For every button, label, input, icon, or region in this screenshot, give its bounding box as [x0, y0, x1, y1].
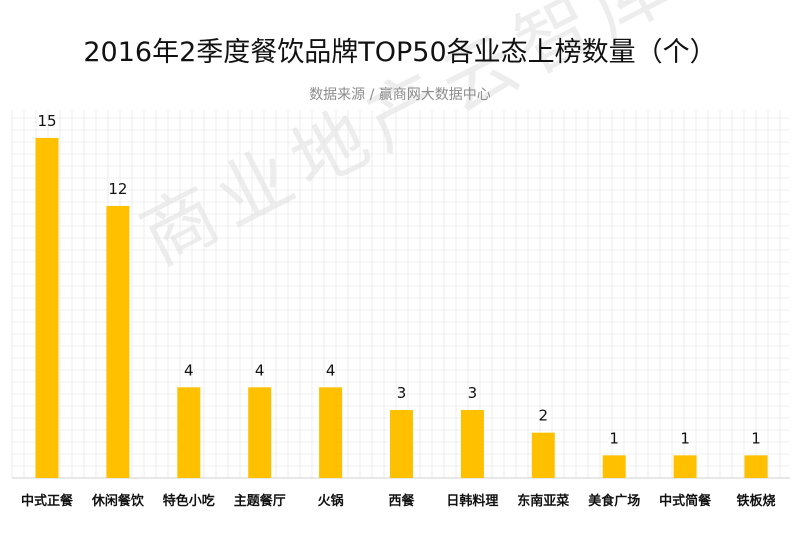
data-label: 3 [468, 384, 478, 402]
bar [531, 432, 555, 478]
bar [248, 387, 272, 478]
bar [673, 455, 697, 478]
bar [319, 387, 343, 478]
chart-subtitle: 数据来源 / 赢商网大数据中心 [309, 87, 491, 103]
bar [106, 205, 130, 478]
x-tick-label: 中式简餐 [659, 493, 712, 509]
x-tick-label: 中式正餐 [21, 493, 74, 509]
x-tick-label: 美食广场 [588, 493, 640, 509]
x-tick-label: 铁板烧 [735, 493, 775, 509]
data-label: 4 [184, 361, 194, 379]
data-label: 2 [539, 407, 549, 425]
x-tick-label: 东南亚菜 [517, 493, 569, 509]
bar [460, 409, 484, 478]
x-tick-label: 主题餐厅 [234, 493, 286, 509]
data-label: 12 [108, 180, 127, 198]
x-tick-label: 西餐 [388, 493, 415, 509]
data-label: 1 [609, 429, 619, 447]
x-tick-label: 休闲餐饮 [91, 493, 145, 509]
data-label: 3 [397, 384, 407, 402]
x-tick-label: 火锅 [318, 493, 344, 509]
data-label: 1 [680, 429, 690, 447]
bar [602, 455, 626, 478]
bar [744, 455, 768, 478]
x-tick-label: 特色小吃 [163, 493, 215, 509]
x-tick-label: 日韩料理 [446, 493, 498, 509]
bar [390, 409, 413, 478]
data-label: 4 [255, 361, 265, 379]
data-label: 15 [37, 112, 56, 130]
chart-title: 2016年2季度餐饮品牌TOP50各业态上榜数量（个） [83, 37, 717, 68]
data-label: 4 [326, 361, 336, 379]
data-label: 1 [751, 429, 761, 447]
bar [35, 137, 59, 478]
bar [177, 387, 201, 478]
